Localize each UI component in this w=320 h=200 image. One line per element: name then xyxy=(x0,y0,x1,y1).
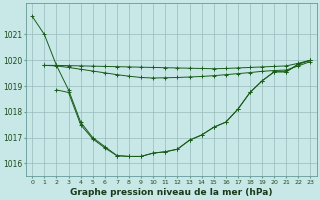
X-axis label: Graphe pression niveau de la mer (hPa): Graphe pression niveau de la mer (hPa) xyxy=(70,188,273,197)
